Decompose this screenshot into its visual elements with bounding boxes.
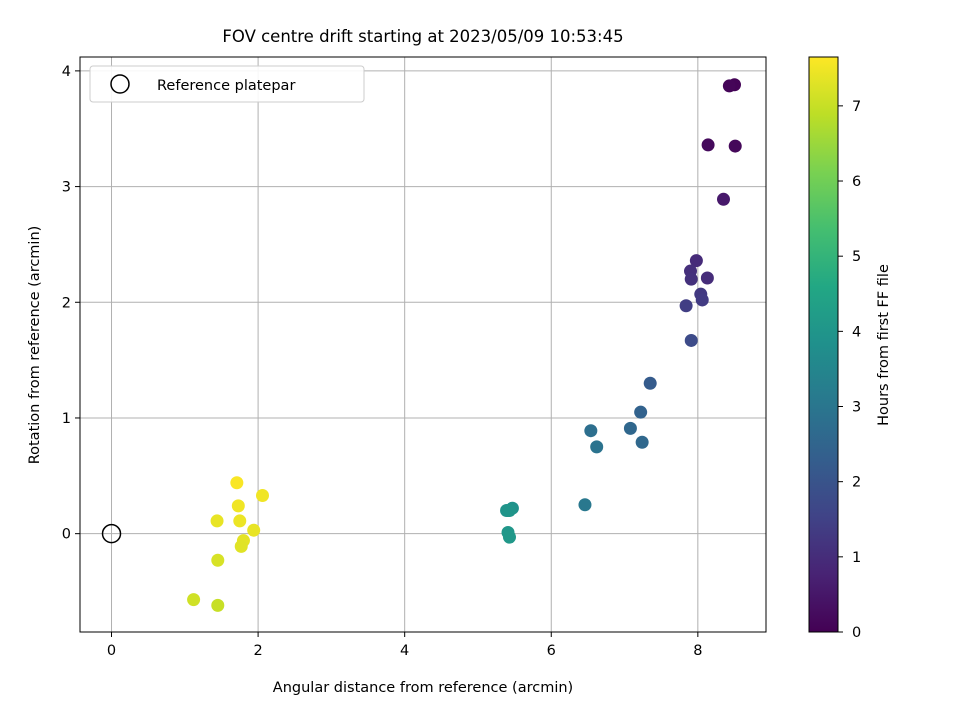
colorbar-label: Hours from first FF file bbox=[876, 264, 892, 426]
data-point bbox=[679, 299, 693, 313]
data-point bbox=[689, 254, 703, 268]
colorbar-tick-label: 2 bbox=[852, 475, 861, 491]
data-point bbox=[187, 593, 201, 607]
legend-label: Reference platepar bbox=[157, 78, 295, 94]
data-point bbox=[578, 498, 592, 512]
legend-box bbox=[89, 65, 365, 103]
data-point bbox=[701, 138, 715, 152]
colorbar-tick-label: 5 bbox=[852, 249, 861, 265]
data-point bbox=[623, 421, 637, 435]
colorbar-tick-label: 0 bbox=[852, 625, 861, 641]
y-tick-label: 2 bbox=[62, 295, 71, 311]
colorbar-tick-label: 6 bbox=[852, 174, 861, 190]
legend-marker bbox=[110, 74, 130, 94]
data-point bbox=[584, 424, 598, 438]
data-point bbox=[255, 488, 269, 502]
data-point bbox=[590, 440, 604, 454]
y-grid-and-ticks: 0 1 2 3 4 bbox=[62, 64, 766, 543]
data-point bbox=[635, 435, 649, 449]
x-tick-label: 2 bbox=[253, 643, 262, 659]
chart-title: FOV centre drift starting at 2023/05/09 … bbox=[222, 27, 623, 46]
data-point bbox=[700, 271, 714, 285]
data-point bbox=[643, 376, 657, 390]
data-point bbox=[716, 192, 730, 206]
x-axis-label: Angular distance from reference (arcmin) bbox=[273, 680, 573, 696]
data-point bbox=[211, 553, 225, 567]
x-tick-label: 4 bbox=[400, 643, 409, 659]
y-tick-label: 4 bbox=[62, 64, 71, 80]
data-points bbox=[187, 78, 742, 612]
colorbar-ticks: 0 1 2 3 4 5 6 7 bbox=[838, 99, 861, 641]
legend: Reference platepar bbox=[89, 65, 365, 103]
data-point bbox=[211, 598, 225, 612]
colorbar-tick-label: 7 bbox=[852, 99, 861, 115]
data-point bbox=[634, 405, 648, 419]
y-tick-label: 1 bbox=[62, 411, 71, 427]
y-tick-label: 0 bbox=[62, 527, 71, 543]
x-tick-label: 6 bbox=[547, 643, 556, 659]
x-tick-label: 8 bbox=[693, 643, 702, 659]
data-point bbox=[230, 476, 244, 490]
reference-platepar-marker bbox=[101, 523, 122, 544]
data-point bbox=[502, 504, 516, 518]
x-tick-label: 0 bbox=[107, 643, 116, 659]
data-point bbox=[502, 530, 516, 544]
plot-frame bbox=[79, 56, 767, 633]
y-axis-label: Rotation from reference (arcmin) bbox=[27, 226, 43, 465]
colorbar-tick-label: 3 bbox=[852, 400, 861, 416]
data-point bbox=[695, 293, 709, 307]
data-point bbox=[722, 79, 736, 93]
data-point bbox=[728, 139, 742, 153]
colorbar-tick-label: 1 bbox=[852, 550, 861, 566]
data-point bbox=[231, 499, 245, 513]
data-point bbox=[247, 523, 261, 537]
data-point bbox=[684, 272, 698, 286]
data-point bbox=[210, 514, 224, 528]
data-point bbox=[684, 333, 698, 347]
data-point bbox=[233, 514, 247, 528]
x-grid-and-ticks: 0 2 4 6 8 bbox=[107, 57, 702, 659]
data-point bbox=[234, 539, 248, 553]
y-tick-label: 3 bbox=[62, 180, 71, 196]
colorbar bbox=[808, 56, 839, 633]
colorbar-tick-label: 4 bbox=[852, 324, 861, 340]
